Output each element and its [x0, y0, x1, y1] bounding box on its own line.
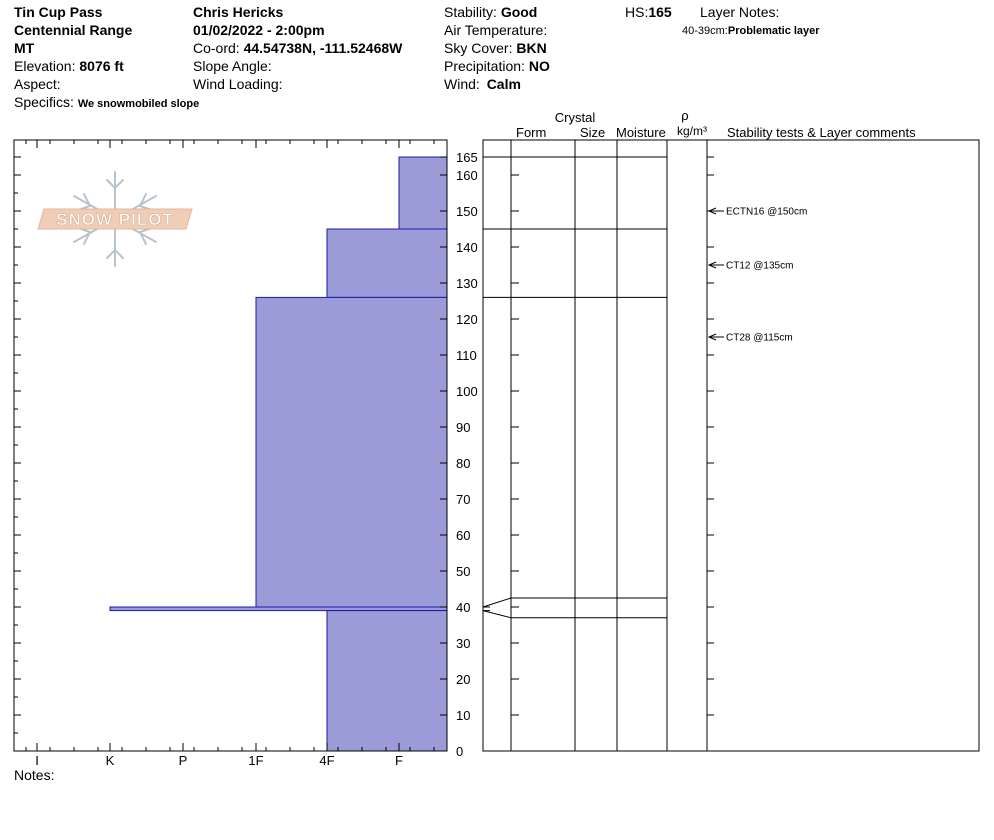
depth-tick-label-2: 20 — [456, 672, 470, 687]
stability-test-label-2: CT28 @115cm — [726, 333, 793, 344]
air-temperature-label: Air Temperature: — [444, 22, 548, 38]
location-name: Tin Cup Pass — [14, 4, 103, 20]
layer-boundary-lines — [482, 156, 667, 619]
hs-row: HS:165 — [625, 3, 672, 21]
aspect-label: Aspect: — [14, 76, 61, 92]
precipitation-row: Precipitation: NO — [444, 57, 550, 75]
wind-label: Wind: — [444, 76, 480, 92]
hs-label: HS: — [625, 4, 649, 20]
hardness-tick-label-1: K — [106, 753, 115, 768]
depth-tick-label-17: 165 — [456, 150, 478, 165]
wind-value: Calm — [486, 76, 521, 92]
coord-label: Co-ord: — [193, 40, 240, 56]
notes-label: Notes: — [14, 767, 55, 783]
moisture-header: Moisture — [616, 125, 666, 140]
range-name: Centennial Range — [14, 22, 133, 38]
stability-test-label-0: ECTN16 @150cm — [726, 207, 807, 218]
depth-tick-label-7: 70 — [456, 492, 470, 507]
observer-name: Chris Hericks — [193, 4, 284, 20]
form-header: Form — [516, 125, 546, 140]
hardness-axis: I K P 1F 4F F — [25, 140, 435, 768]
connector-fan-top — [482, 597, 512, 608]
stability-test-label-1: CT12 @135cm — [726, 261, 793, 272]
depth-tick-label-11: 110 — [456, 348, 477, 363]
comments-header: Stability tests & Layer comments — [727, 125, 916, 140]
density-unit: kg/m³ — [677, 124, 707, 138]
chart-frames — [13, 139, 980, 752]
specifics-value: We snowmobiled slope — [77, 98, 200, 110]
depth-tick-label-4: 40 — [456, 600, 470, 615]
stability-value: Good — [500, 4, 538, 20]
wind-row: Wind: Calm — [444, 75, 521, 93]
hardness-layer-0 — [398, 156, 448, 230]
depth-tick-label-1: 10 — [456, 708, 470, 723]
stability-test-markers: ECTN16 @150cm CT12 @135cm CT28 @115cm — [707, 207, 807, 344]
depth-tick-label-13: 130 — [456, 276, 478, 291]
depth-tick-label-3: 30 — [456, 636, 470, 651]
sky-cover-label: Sky Cover: — [444, 40, 513, 56]
hardness-tick-label-4: 4F — [319, 753, 334, 768]
slope-angle-label: Slope Angle: — [193, 58, 272, 74]
depth-tick-label-9: 90 — [456, 420, 470, 435]
depth-axis: 0 10 20 30 40 50 60 70 80 90 100 110 120 130 140 150 160… — [14, 150, 714, 759]
precipitation-label: Precipitation: — [444, 58, 525, 74]
stability-row: Stability: Good — [444, 3, 537, 21]
hs-value: 165 — [648, 4, 672, 20]
depth-tick-label-8: 80 — [456, 456, 470, 471]
hardness-tick-label-0: I — [35, 753, 39, 768]
layer-note-text: Problematic layer — [727, 25, 820, 37]
snowpilot-logo-text: SNOW PILOT — [56, 210, 174, 229]
size-header: Size — [580, 125, 605, 140]
column-headers: Crystal Form Size Moisture ρ kg/m³ Stabi… — [516, 108, 916, 140]
depth-tick-label-16: 160 — [456, 168, 478, 183]
hardness-layer-1 — [326, 228, 448, 298]
depth-tick-label-12: 120 — [456, 312, 478, 327]
hardness-layer-2 — [255, 296, 448, 608]
hardness-tick-label-5: F — [395, 753, 403, 768]
depth-tick-label-6: 60 — [456, 528, 470, 543]
stability-test-arrow-1 — [707, 261, 717, 269]
layer-note-range: 40-39cm: — [682, 25, 728, 37]
depth-tick-label-5: 50 — [456, 564, 470, 579]
sky-cover-value: BKN — [516, 40, 547, 56]
layer-note-row: 40-39cm:Problematic layer — [682, 22, 820, 40]
connector-fan-bottom — [482, 610, 512, 619]
stability-label: Stability: — [444, 4, 497, 20]
hardness-tick-label-3: 1F — [248, 753, 263, 768]
state-name: MT — [14, 40, 35, 56]
coord-value: 44.54738N, -111.52468W — [243, 40, 403, 56]
elevation-row: Elevation: 8076 ft — [14, 57, 124, 75]
depth-tick-label-10: 100 — [456, 384, 478, 399]
elevation-value: 8076 ft — [79, 58, 124, 74]
elevation-label: Elevation: — [14, 58, 76, 74]
hardness-layer-3 — [109, 606, 448, 612]
specifics-label: Specifics: — [14, 94, 74, 110]
layer-notes-label: Layer Notes: — [700, 4, 780, 20]
coord-row: Co-ord: 44.54738N, -111.52468W — [193, 39, 402, 57]
sky-cover-row: Sky Cover: BKN — [444, 39, 547, 57]
hardness-layers — [109, 156, 448, 752]
snowpilot-logo: SNOW PILOT — [37, 171, 193, 267]
depth-tick-label-14: 140 — [456, 240, 478, 255]
precipitation-value: NO — [528, 58, 550, 74]
depth-tick-label-0: 0 — [456, 744, 463, 759]
table-frame — [482, 139, 980, 752]
hardness-layer-4 — [326, 610, 448, 752]
wind-loading-label: Wind Loading: — [193, 76, 283, 92]
density-symbol: ρ — [681, 108, 688, 123]
depth-tick-label-15: 150 — [456, 204, 478, 219]
specifics-row: Specifics: We snowmobiled slope — [14, 93, 199, 113]
observation-datetime: 01/02/2022 - 2:00pm — [193, 22, 325, 38]
hardness-tick-label-2: P — [179, 753, 188, 768]
crystal-header: Crystal — [555, 110, 596, 125]
stability-test-arrow-2 — [707, 333, 717, 341]
stability-test-arrow-0 — [707, 207, 717, 215]
